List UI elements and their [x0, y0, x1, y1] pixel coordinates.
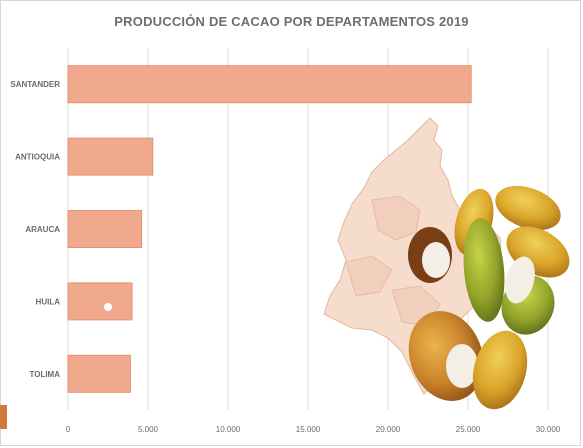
category-label: ARAUCA: [25, 225, 60, 234]
map-region: [371, 195, 421, 241]
category-label: SANTANDER: [10, 80, 60, 89]
x-tick-label: 0: [66, 425, 71, 434]
colombia-map-illustration: [323, 117, 570, 410]
cacao-beans: [446, 344, 478, 388]
cacao-pod: [463, 218, 505, 322]
cursor-dot: [104, 303, 112, 311]
corner-accent: [0, 405, 7, 429]
bar-tolima: [67, 354, 131, 393]
cacao-beans: [505, 256, 535, 304]
cacao-pod: [472, 330, 528, 410]
x-tick-label: 5.000: [138, 425, 159, 434]
x-tick-label: 15.000: [296, 425, 321, 434]
cacao-pod: [495, 185, 561, 231]
bar-santander: [67, 65, 472, 104]
category-label: ANTIOQUIA: [15, 153, 60, 162]
bar-huila: [67, 282, 133, 321]
category-label: TOLIMA: [29, 370, 60, 379]
category-label: HUILA: [36, 297, 61, 306]
bar-arauca: [67, 210, 143, 248]
x-tick-label: 30.000: [536, 425, 561, 434]
x-tick-label: 25.000: [456, 425, 481, 434]
map-region: [345, 255, 393, 297]
chart-title: PRODUCCIÓN DE CACAO POR DEPARTAMENTOS 20…: [114, 14, 469, 29]
x-tick-label: 10.000: [216, 425, 241, 434]
bar-antioquia: [67, 137, 154, 176]
cacao-beans: [422, 242, 450, 278]
x-tick-label: 20.000: [376, 425, 401, 434]
